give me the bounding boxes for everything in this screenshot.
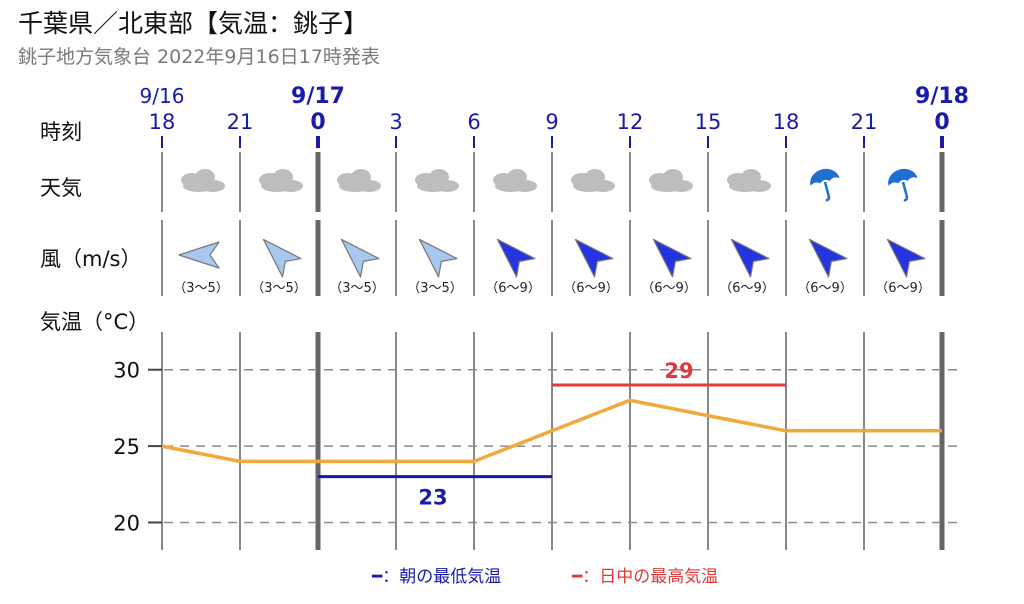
wind-range-label: （3～5） [251, 281, 307, 296]
hour-label: 21 [850, 110, 878, 134]
wind-arrow-icon [178, 241, 220, 269]
hour-label: 0 [934, 110, 950, 135]
legend-max-label: ━：日中の最高気温 [572, 567, 719, 587]
wind-range-label: （3～5） [173, 281, 229, 296]
wind-arrow-icon [886, 238, 926, 278]
hour-label: 6 [467, 110, 481, 134]
date-label: 9/16 [139, 84, 185, 108]
hour-label: 12 [616, 110, 644, 134]
row-label-time: 時刻 [40, 120, 82, 144]
wind-arrow-icon [496, 238, 536, 278]
wind-range-label: （6～9） [797, 281, 853, 296]
hour-label: 18 [772, 110, 800, 134]
y-tick-label: 30 [113, 359, 140, 383]
cloud-icon [415, 169, 459, 192]
legend-min-temp: ━：朝の最低気温 [372, 562, 501, 587]
hour-label: 3 [389, 110, 403, 134]
wind-arrow-icon [340, 238, 380, 278]
cloud-icon [649, 169, 693, 192]
cloud-icon [259, 169, 303, 192]
wind-range-label: （3～5） [407, 281, 463, 296]
wind-arrow-icon [652, 238, 692, 278]
wind-range-label: （6～9） [563, 281, 619, 296]
cloud-icon [493, 169, 537, 192]
temperature-line [161, 398, 942, 464]
issuer-subtitle: 銚子地方気象台 2022年9月16日17時発表 [18, 46, 380, 68]
wind-range-label: （3～5） [329, 281, 385, 296]
hour-label: 18 [148, 110, 176, 134]
wind-range-label: （6～9） [485, 281, 541, 296]
min-temp-label: 23 [418, 486, 447, 510]
row-label-weather: 天気 [40, 176, 82, 200]
wind-arrow-icon [262, 238, 302, 278]
wind-arrow-icon [574, 238, 614, 278]
max-temp-label: 29 [664, 359, 693, 383]
row-label-temp: 気温（°C） [40, 310, 150, 334]
hour-label: 9 [545, 110, 559, 134]
row-label-wind: 風（m/s） [40, 247, 142, 271]
wind-range-label: （6～9） [719, 281, 775, 296]
hour-label: 15 [694, 110, 722, 134]
legend-min-label: ━：朝の最低気温 [372, 567, 502, 587]
y-tick-label: 25 [113, 435, 140, 459]
wind-arrow-icon [418, 238, 458, 278]
wind-arrow-icon [808, 238, 848, 278]
page-title: 千葉県／北東部【気温：銚子】 [18, 9, 369, 38]
wind-range-label: （6～9） [875, 281, 931, 296]
date-label: 9/18 [915, 84, 969, 109]
wind-range-label: （6～9） [641, 281, 697, 296]
cloud-icon [727, 169, 771, 192]
y-tick-label: 20 [113, 512, 140, 536]
umbrella-icon [888, 168, 918, 202]
legend-max-temp: ━：日中の最高気温 [572, 562, 718, 587]
date-label: 9/17 [291, 84, 345, 109]
cloud-icon [181, 169, 225, 192]
wind-arrow-icon [730, 238, 770, 278]
umbrella-icon [810, 168, 840, 202]
cloud-icon [337, 169, 381, 192]
hour-label: 21 [226, 110, 254, 134]
cloud-icon [571, 169, 615, 192]
hour-label: 0 [310, 110, 326, 135]
